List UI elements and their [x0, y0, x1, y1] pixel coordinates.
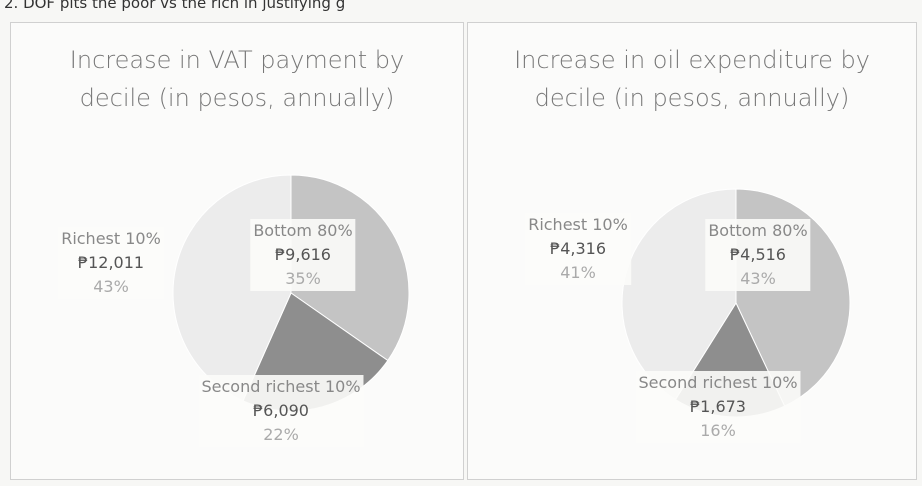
value-label: ₱9,616 [275, 245, 331, 264]
value-label: ₱4,516 [730, 245, 786, 264]
slice-label: Second richest 10% ₱6,090 22% [198, 375, 364, 447]
category-label: Richest 10% [61, 229, 161, 248]
slice-label: Bottom 80% ₱9,616 35% [250, 219, 356, 291]
chart-title: Increase in oil expenditure by decile (i… [514, 46, 870, 112]
value-label: ₱12,011 [77, 253, 145, 272]
category-label: Bottom 80% [708, 221, 808, 240]
percent-label: 41% [560, 263, 596, 282]
category-label: Second richest 10% [638, 373, 798, 392]
chart-title: Increase in VAT payment by decile (in pe… [69, 46, 405, 112]
percent-label: 22% [263, 425, 299, 444]
percent-label: 43% [93, 277, 129, 296]
value-label: ₱4,316 [550, 239, 606, 258]
value-label: ₱1,673 [690, 397, 746, 416]
chart-panel: Increase in VAT payment by decile (in pe… [10, 22, 464, 480]
category-label: Richest 10% [528, 215, 628, 234]
slice-label: Bottom 80% ₱4,516 43% [705, 219, 811, 291]
category-label: Bottom 80% [253, 221, 353, 240]
slice-label: Richest 10% ₱12,011 43% [58, 227, 164, 299]
percent-label: 43% [740, 269, 776, 288]
percent-label: 35% [285, 269, 321, 288]
slice-label: Second richest 10% ₱1,673 16% [635, 371, 801, 443]
slice-label: Richest 10% ₱4,316 41% [525, 213, 631, 285]
value-label: ₱6,090 [253, 401, 309, 420]
chart-panel: Increase in oil expenditure by decile (i… [467, 22, 917, 480]
category-label: Second richest 10% [201, 377, 361, 396]
percent-label: 16% [700, 421, 736, 440]
header: 2. DOF pits the poor vs the rich in just… [4, 0, 346, 12]
